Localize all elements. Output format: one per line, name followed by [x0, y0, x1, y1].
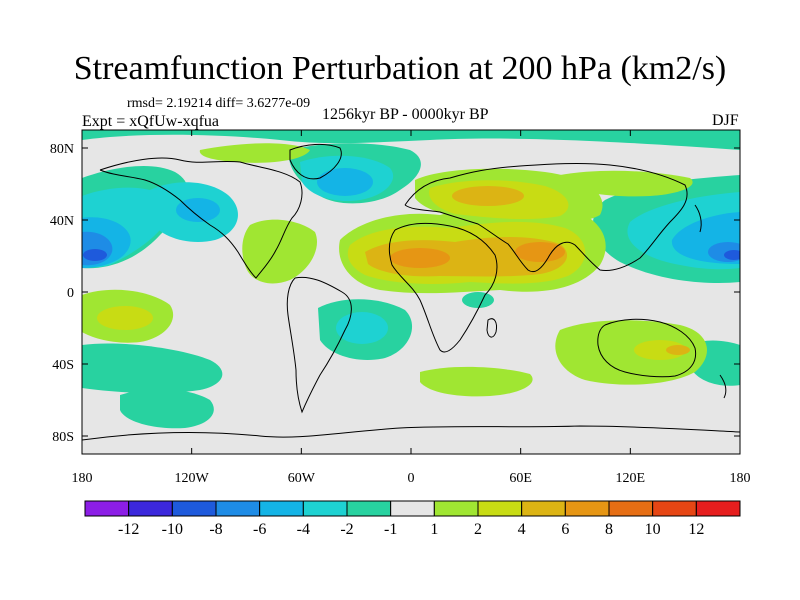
colorbar-swatch: [171, 500, 217, 517]
colorbar-label: 10: [645, 521, 661, 538]
colorbar-swatch: [477, 500, 523, 517]
colorbar-label: 6: [561, 521, 569, 538]
colorbar-label: -12: [118, 521, 139, 538]
colorbar-swatch: [128, 500, 173, 517]
colorbar-swatch: [608, 500, 654, 517]
x-tick-label: 180: [72, 471, 93, 486]
x-tick-label: 60E: [509, 471, 532, 486]
contour-atlantic-high: [242, 219, 318, 284]
colorbar-swatch: [390, 500, 435, 517]
colorbar-swatch: [652, 500, 697, 517]
colorbar-label: 2: [474, 521, 482, 538]
season-label: DJF: [712, 112, 739, 129]
colorbar-label: 4: [518, 521, 526, 538]
africa-outline: [388, 222, 498, 353]
madagascar-outline: [486, 318, 497, 338]
contour-east-asia: [560, 170, 693, 197]
colorbar-label: 1: [430, 521, 438, 538]
contour-europe-inner: [452, 186, 524, 206]
y-axis: 80N 40N 0 40S 80S: [50, 142, 740, 445]
contour-australia-core: [666, 345, 690, 355]
contour-east-africa: [462, 292, 494, 308]
north-america-outline: [99, 157, 303, 279]
south-america-outline: [286, 276, 352, 414]
experiment-label: Expt = xQfUw-xqfua: [82, 113, 219, 130]
coastlines: [82, 143, 740, 441]
contour-north-band: [199, 143, 310, 163]
colorbar-swatch: [302, 500, 348, 517]
y-tick-label: 80S: [52, 430, 74, 445]
australia-outline: [597, 318, 697, 378]
colorbar-label: -6: [253, 521, 266, 538]
stats-text: rmsd= 2.19214 diff= 3.6277e-09: [127, 96, 311, 111]
contour-south-pacific: [82, 343, 223, 394]
y-tick-label: 0: [67, 286, 74, 301]
colorbar-label: 12: [688, 521, 704, 538]
x-tick-label: 120E: [616, 471, 646, 486]
colorbar-label: -2: [340, 521, 353, 538]
y-tick-label: 80N: [50, 142, 74, 157]
x-tick-label: 60W: [288, 471, 316, 486]
y-tick-label: 40S: [52, 358, 74, 373]
japan-outline: [694, 204, 702, 233]
colorbar-swatch: [84, 500, 130, 517]
contour-southern-indian: [420, 366, 533, 397]
contour-south-pacific-high-inner: [97, 306, 153, 330]
contour-arctic-band: [82, 130, 740, 150]
colorbar: -12 -10 -8 -6 -4 -2 -1 1 2 4 6 8 10 12: [84, 500, 741, 538]
colorbar-label: -8: [209, 521, 222, 538]
contour-north-america-inner: [176, 198, 220, 222]
x-tick-label: 180: [730, 471, 751, 486]
x-axis: 180 120W 60W 0 60E 120E 180: [72, 130, 751, 486]
contour-australia-inner: [634, 340, 686, 360]
contour-south-atlantic-inner: [336, 312, 388, 344]
period-label: 1256kyr BP - 0000kyr BP: [322, 106, 489, 123]
contour-australia-high: [555, 320, 707, 385]
x-tick-label: 120W: [175, 471, 210, 486]
y-tick-label: 40N: [50, 214, 74, 229]
greenland-outline: [289, 143, 342, 180]
contour-india-core: [515, 242, 565, 262]
colorbar-swatch: [433, 500, 479, 517]
antarctica-outline: [82, 425, 740, 441]
contour-nw-pacific-deep: [83, 249, 107, 261]
new-zealand-outline: [719, 374, 727, 399]
colorbar-swatch: [695, 500, 741, 517]
colorbar-swatch: [259, 500, 304, 517]
contour-north-atlantic-inner: [317, 168, 373, 196]
colorbar-label: -4: [297, 521, 310, 538]
colorbar-swatch: [564, 500, 610, 517]
eurasia-outline: [404, 162, 688, 273]
contour-ne-pacific-deep: [724, 250, 740, 260]
colorbar-swatch: [215, 500, 261, 517]
contour-africa-core: [390, 248, 450, 268]
colorbar-label: -1: [384, 521, 397, 538]
x-tick-label: 0: [408, 471, 415, 486]
colorbar-label: -10: [162, 521, 183, 538]
colorbar-swatch: [346, 500, 392, 517]
colorbar-swatch: [521, 500, 566, 517]
colorbar-label: 8: [605, 521, 613, 538]
chart-title: Streamfunction Perturbation at 200 hPa (…: [73, 50, 727, 87]
contour-fill: [82, 130, 740, 429]
contour-southern-ocean: [120, 388, 214, 429]
